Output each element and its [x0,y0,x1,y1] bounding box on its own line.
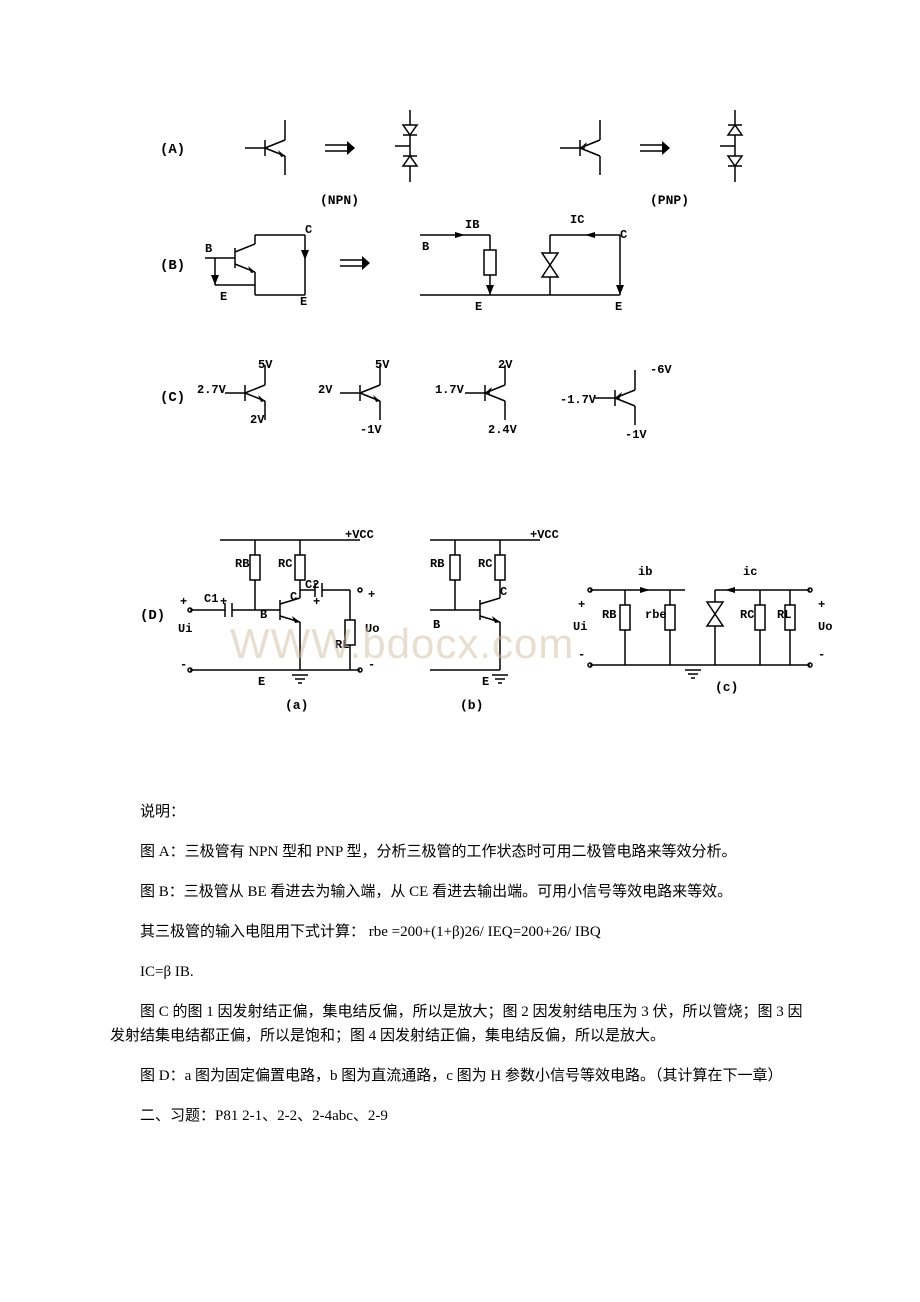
watermark: WWW.bdocx.com [230,620,574,668]
d-c-a: C [290,590,297,604]
d-rc-a: RC [278,557,292,571]
b-equiv-IC: IC [570,213,584,227]
c1-c: 5V [258,358,272,372]
d-ic-c: ic [743,565,757,579]
p-a: 图 A：三极管有 NPN 型和 PNP 型，分析三极管的工作状态时可用二极管电路… [110,840,810,864]
d-e-a: E [258,675,265,689]
d-sub-b: (b) [460,698,483,713]
b-label-1: B [205,242,212,256]
c1-e: 2V [250,413,264,427]
text-body: 说明： 图 A：三极管有 NPN 型和 PNP 型，分析三极管的工作状态时可用二… [110,800,810,1144]
d-e-b: E [482,675,489,689]
c3-c: 2V [498,358,512,372]
d-rb-a: RB [235,557,249,571]
b-equiv-C: C [620,228,627,242]
c2-b: 2V [318,383,332,397]
d-plus1-a: + [180,595,187,609]
p-e: 二、习题：P81 2-1、2-2、2-4abc、2-9 [110,1104,810,1128]
d-c-b: C [500,585,507,599]
b-label-e2: E [300,295,307,309]
d-rb-b: RB [430,557,444,571]
d-minus-c2: - [818,648,825,662]
d-c2-a: C2 [305,578,319,592]
d-c1-a: C1 [204,592,218,606]
row-a-label: (A) [160,142,185,158]
c2-c: 5V [375,358,389,372]
d-uo-c: Uo [818,620,832,634]
b-equiv-B: B [422,240,429,254]
npn-label: (NPN) [320,193,359,208]
b-label-c1: C [305,223,312,237]
p-b3: IC=β IB. [110,960,810,984]
d-rb-c: RB [602,608,616,622]
c2-e: -1V [360,423,382,437]
d-rc-c: RC [740,608,754,622]
arrow-a1 [325,140,355,156]
arrow-a2 [640,140,670,156]
d-plus3-a: + [313,595,320,609]
p-d: 图 D：a 图为固定偏置电路，b 图为直流通路，c 图为 H 参数小信号等效电路… [110,1064,810,1088]
d-minus-c1: - [578,648,585,662]
b-equiv-E1: E [475,300,482,314]
d-sub-c: (c) [715,680,738,695]
d-ib-c: ib [638,565,652,579]
d-plus4-a: + [368,588,375,602]
rowd-circuit-c [585,560,815,690]
c3-b: 1.7V [435,383,464,397]
c4-e: -1V [625,428,647,442]
d-sub-a: (a) [285,698,308,713]
rowc-t4 [595,370,645,430]
d-ui-a: Ui [178,622,192,636]
d-minus1-a: - [180,658,187,672]
p-b2: 其三极管的输入电阻用下式计算： rbe =200+(1+β)26/ IEQ=20… [110,920,810,944]
row-b-label: (B) [160,258,185,274]
row-d-label: (D) [140,608,165,624]
pnp-transistor-symbol [560,120,610,175]
rowc-t3 [465,365,515,425]
c4-c: -6V [650,363,672,377]
arrow-b [340,255,370,271]
c3-e: 2.4V [488,423,517,437]
d-vcc-b: +VCC [530,528,559,542]
b-equiv-E2: E [615,300,622,314]
c1-b: 2.7V [197,383,226,397]
d-rl-c: RL [777,608,791,622]
npn-transistor-symbol [245,120,295,175]
p-b: 图 B：三极管从 BE 看进去为输入端，从 CE 看进去输出端。可用小信号等效电… [110,880,810,904]
npn-diode-equiv [395,110,425,185]
d-plus2-a: + [220,595,227,609]
pnp-label: (PNP) [650,193,689,208]
pnp-diode-equiv [720,110,750,185]
d-plus-c2: + [818,598,825,612]
d-rc-b: RC [478,557,492,571]
rowc-t2 [340,365,390,425]
p-c: 图 C 的图 1 因发射结正偏，集电结反偏，所以是放大；图 2 因发射结电压为 … [110,1000,810,1048]
d-plus-c1: + [578,598,585,612]
b-label-e1: E [220,290,227,304]
row-c-label: (C) [160,390,185,406]
d-vcc-a: +VCC [345,528,374,542]
c4-b: -1.7V [560,393,596,407]
d-rbe-c: rbe [645,608,667,622]
d-ui-c: Ui [573,620,587,634]
b-equiv-IB: IB [465,218,479,232]
p-intro: 说明： [110,800,810,824]
